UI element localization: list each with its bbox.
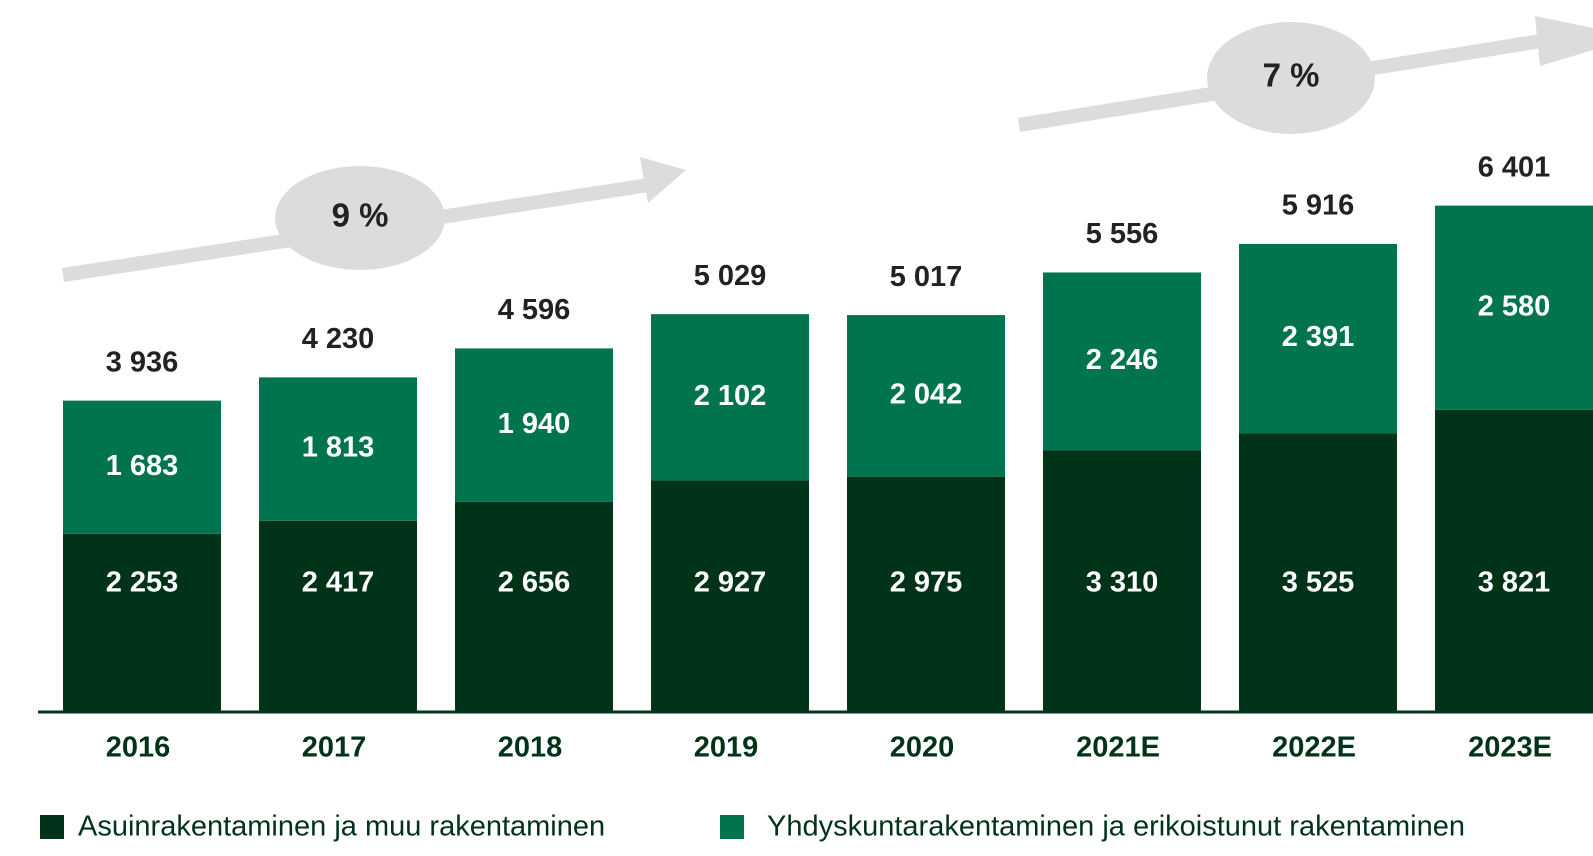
growth-arrow [1018,16,1593,134]
bar-segment [63,533,221,712]
bar-segment [651,480,809,712]
x-tick-label: 2022E [1272,732,1356,764]
bar-segment [1043,450,1201,712]
x-tick-label: 2018 [498,732,563,764]
arrow-bubble [275,166,445,270]
value-label: 2 102 [694,380,767,412]
value-label: 2 042 [890,379,963,411]
bar-segment [455,501,613,712]
value-label: 2 656 [498,567,571,599]
bar-segment [259,520,417,712]
legend-swatch [40,815,64,839]
value-label: 2 975 [890,567,963,599]
value-label: 3 525 [1282,567,1355,599]
bar-segment [455,348,613,502]
bar-segment [1043,272,1201,451]
x-tick-label: 2020 [890,732,955,764]
bar-segment [847,315,1005,477]
bar-segment [1435,205,1593,410]
arrow-head [640,157,686,203]
total-label: 3 936 [106,346,179,378]
value-label: 1 813 [302,432,375,464]
value-label: 1 683 [106,450,179,482]
value-label: 2 246 [1086,344,1159,376]
total-label: 5 556 [1086,218,1159,250]
bar-segment [651,314,809,481]
arrow-bubble [1207,22,1375,134]
total-label: 6 401 [1478,151,1551,183]
legend-label: Asuinrakentaminen ja muu rakentaminen [78,811,605,843]
bar-segment [1435,409,1593,712]
x-tick-label: 2019 [694,732,759,764]
value-label: 2 580 [1478,290,1551,322]
legend-swatch [720,815,744,839]
x-tick-label: 2016 [106,732,171,764]
value-label: 1 940 [498,408,571,440]
total-label: 4 230 [302,323,375,355]
total-label: 5 029 [694,260,767,292]
x-tick-label: 2017 [302,732,367,764]
value-label: 3 821 [1478,567,1551,599]
total-label: 4 596 [498,294,571,326]
value-label: 3 310 [1086,567,1159,599]
arrow-head [1535,16,1593,66]
annotation: 9 % [332,197,389,234]
x-tick-label: 2021E [1076,732,1160,764]
bar-segment [847,476,1005,712]
total-label: 5 916 [1282,190,1355,222]
bar-segment [1239,243,1397,434]
bar-segment [1239,433,1397,712]
value-label: 2 391 [1282,321,1355,353]
total-label: 5 017 [890,261,963,293]
value-label: 2 927 [694,567,767,599]
growth-arrow [62,157,686,282]
annotation: 7 % [1263,57,1320,94]
value-label: 2 253 [106,567,179,599]
value-label: 2 417 [302,567,375,599]
x-tick-label: 2023E [1468,732,1552,764]
bar-segment [259,377,417,521]
bar-segment [63,400,221,534]
legend-label: Yhdyskuntarakentaminen ja erikoistunut r… [767,811,1465,843]
